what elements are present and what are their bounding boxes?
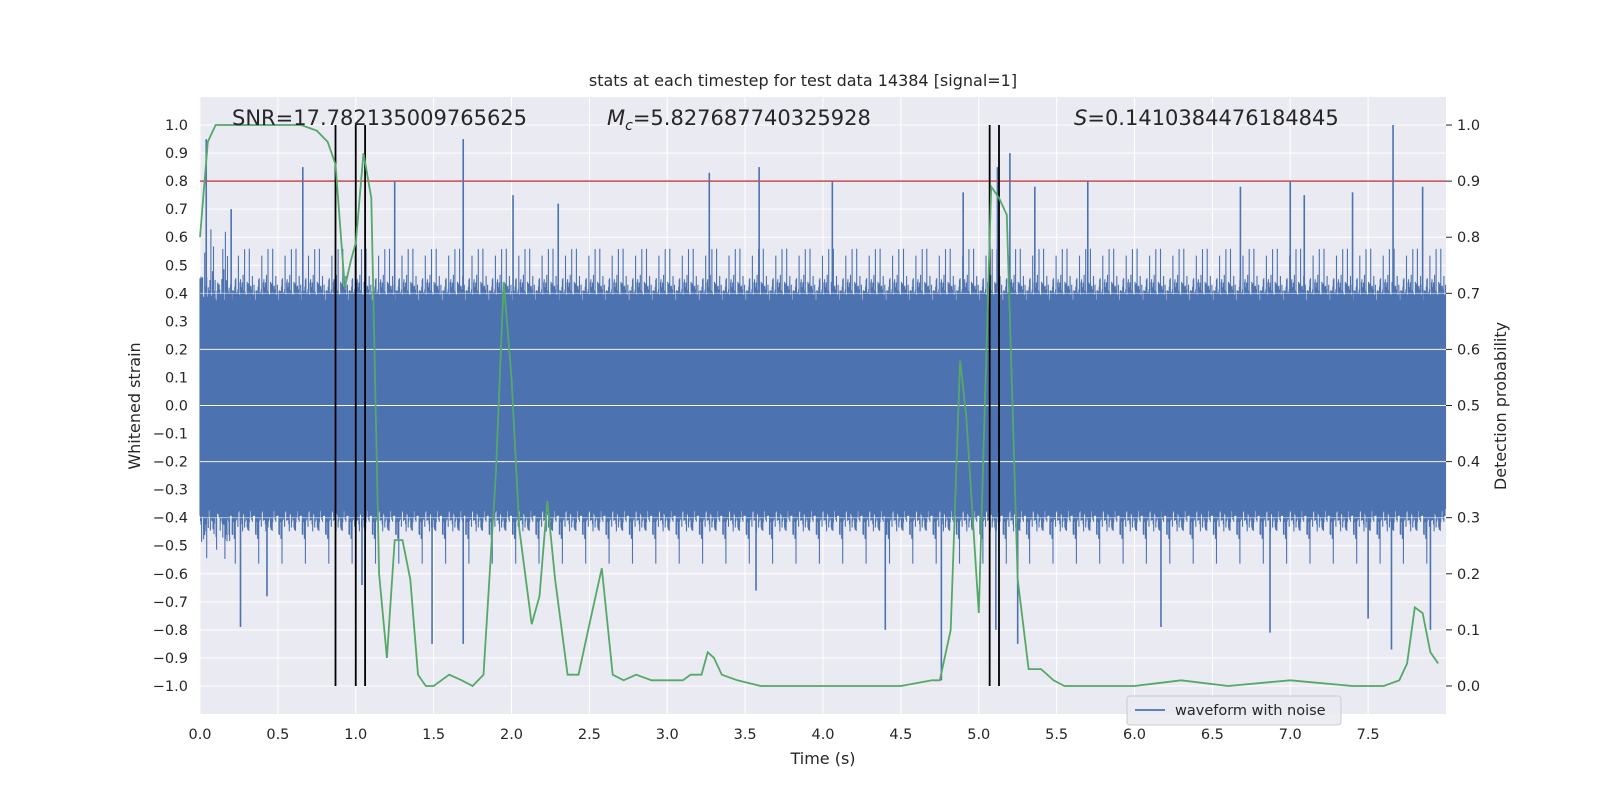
y-tick-label: 0.6 xyxy=(165,230,188,246)
legend-label: waveform with noise xyxy=(1175,703,1326,719)
y2-tick-label: 0.2 xyxy=(1457,567,1480,583)
y-tick-label: −0.9 xyxy=(153,651,188,667)
y-tick-label: 0.3 xyxy=(165,314,188,330)
y-tick-label: 0.2 xyxy=(165,342,188,358)
x-tick-label: 4.5 xyxy=(889,727,912,743)
y-tick-labels: 1.0 0.9 0.8 0.7 0.6 0.5 0.4 0.3 0.2 0.1 0.0 −0.1 −0.… xyxy=(153,118,188,695)
y2-tick-label: 0.9 xyxy=(1457,174,1480,190)
y-tick-label: 0.4 xyxy=(165,286,188,302)
y-tick-label: −0.5 xyxy=(153,539,188,555)
y-tick-label: −1.0 xyxy=(153,679,188,695)
x-tick-label: 2.0 xyxy=(500,727,523,743)
s-annotation: S=0.1410384476184845 xyxy=(1074,106,1339,130)
x-tick-label: 0.5 xyxy=(266,727,289,743)
chart-title: stats at each timestep for test data 143… xyxy=(589,71,1017,90)
y-tick-label: 0.8 xyxy=(165,174,188,190)
legend-box xyxy=(1126,695,1342,726)
x-tick-label: 2.5 xyxy=(578,727,601,743)
s-value: =0.1410384476184845 xyxy=(1087,106,1338,130)
x-tick-label: 3.5 xyxy=(734,727,757,743)
x-axis-label: Time (s) xyxy=(789,749,855,768)
y2-tick-label: 0.4 xyxy=(1457,455,1480,471)
y-tick-label: −0.8 xyxy=(153,623,188,639)
waveform-series xyxy=(199,125,1447,681)
x-tick-label: 1.0 xyxy=(344,727,367,743)
vertical-lines xyxy=(334,125,1000,686)
y2-axis-label: Detection probability xyxy=(1491,322,1510,490)
probability-series-line xyxy=(199,124,1439,688)
x-tick-label: 5.5 xyxy=(1045,727,1068,743)
y2-tick-label: 0.0 xyxy=(1457,679,1480,695)
y2-tick-label: 0.5 xyxy=(1457,399,1480,415)
x-tick-labels: 0.0 0.5 1.0 1.5 2.0 2.5 3.0 3.5 4.0 4.5 5.0 5.5 6.0 6… xyxy=(188,727,1379,743)
chirp-mass-annotation: Mc=5.827687740325928 xyxy=(607,106,871,134)
y2-tick-labels: 1.0 0.9 0.8 0.7 0.6 0.5 0.4 0.3 0.2 0.1 0.0 xyxy=(1446,118,1480,695)
legend: waveform with noise xyxy=(1126,695,1342,726)
x-tick-label: 5.0 xyxy=(967,727,990,743)
y-tick-label: 0.7 xyxy=(165,202,188,218)
y-tick-label: −0.7 xyxy=(153,595,188,611)
x-tick-label: 7.5 xyxy=(1357,727,1380,743)
y-tick-label: 0.0 xyxy=(165,399,188,415)
chirp-mass-symbol: M xyxy=(607,106,625,130)
snr-annotation: SNR=17.782135009765625 xyxy=(232,106,527,130)
y-tick-label: 0.1 xyxy=(165,370,188,386)
y2-tick-label: 1.0 xyxy=(1457,118,1480,134)
y-tick-label: 0.9 xyxy=(165,146,188,162)
y2-tick-label: 0.1 xyxy=(1457,623,1480,639)
y-tick-label: −0.6 xyxy=(153,567,188,583)
y2-tick-label: 0.8 xyxy=(1457,230,1480,246)
x-tick-label: 6.0 xyxy=(1123,727,1146,743)
y2-tick-label: 0.6 xyxy=(1457,342,1480,358)
chirp-mass-value: =5.827687740325928 xyxy=(633,106,871,130)
y-tick-label: −0.2 xyxy=(153,455,188,471)
y2-tick-label: 0.3 xyxy=(1457,511,1480,527)
y-axis-label: Whitened strain xyxy=(125,342,144,469)
x-tick-label: 1.5 xyxy=(422,727,445,743)
y-tick-label: −0.1 xyxy=(153,427,188,443)
y-tick-label: 1.0 xyxy=(165,118,188,134)
y-tick-label: −0.4 xyxy=(153,511,188,527)
y-tick-label: −0.3 xyxy=(153,483,188,499)
chirp-mass-subscript: c xyxy=(625,118,633,134)
y2-tick-label: 0.7 xyxy=(1457,286,1480,302)
x-tick-label: 3.0 xyxy=(656,727,679,743)
y-tick-label: 0.5 xyxy=(165,258,188,274)
x-tick-label: 6.5 xyxy=(1201,727,1224,743)
x-tick-label: 7.0 xyxy=(1279,727,1302,743)
s-symbol: S xyxy=(1074,106,1087,130)
x-tick-label: 4.0 xyxy=(811,727,834,743)
x-tick-label: 0.0 xyxy=(188,727,211,743)
